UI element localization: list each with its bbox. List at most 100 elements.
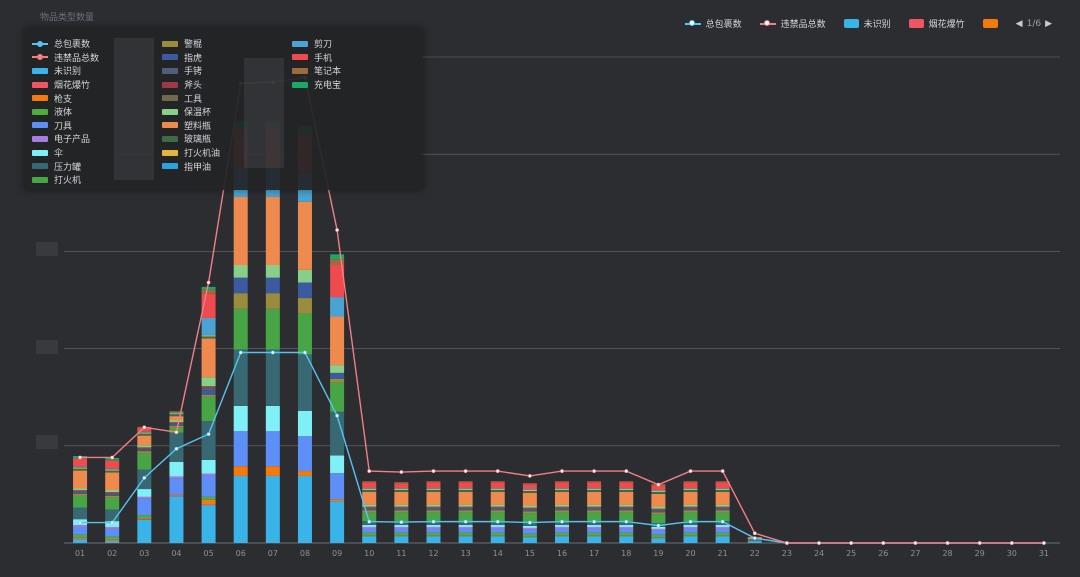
bar-segment[interactable] bbox=[683, 482, 698, 489]
bar-segment[interactable] bbox=[522, 511, 537, 514]
line-point[interactable] bbox=[527, 474, 532, 478]
top-legend-item[interactable]: 烟花爆竹 bbox=[908, 17, 965, 30]
bar-segment[interactable] bbox=[394, 532, 409, 536]
bar-segment[interactable] bbox=[169, 424, 184, 426]
bar-segment[interactable] bbox=[522, 508, 537, 510]
bar-segment[interactable] bbox=[233, 265, 248, 278]
bar-segment[interactable] bbox=[522, 513, 537, 523]
line-point[interactable] bbox=[688, 519, 693, 524]
line-point[interactable] bbox=[656, 523, 661, 528]
bar-segment[interactable] bbox=[715, 504, 730, 507]
bar-segment[interactable] bbox=[555, 489, 569, 491]
bar-segment[interactable] bbox=[490, 536, 505, 543]
bar-segment[interactable] bbox=[587, 488, 602, 490]
bar-segment[interactable] bbox=[265, 475, 280, 543]
bar-segment[interactable] bbox=[619, 507, 634, 509]
bar-segment[interactable] bbox=[169, 412, 184, 414]
bar-segment[interactable] bbox=[137, 515, 152, 519]
bar-segment[interactable] bbox=[394, 525, 409, 527]
legend-panel-item[interactable]: 斧头 bbox=[162, 78, 292, 92]
bar-segment[interactable] bbox=[362, 508, 377, 510]
bar-segment[interactable] bbox=[651, 528, 666, 531]
bar-segment[interactable] bbox=[490, 506, 505, 508]
bar-segment[interactable] bbox=[715, 489, 730, 491]
bar-segment[interactable] bbox=[651, 526, 666, 529]
bar-segment[interactable] bbox=[715, 510, 730, 513]
bar-segment[interactable] bbox=[683, 536, 698, 543]
bar-segment[interactable] bbox=[265, 466, 280, 476]
bar-segment[interactable] bbox=[297, 282, 312, 299]
line-point[interactable] bbox=[335, 228, 339, 232]
bar-segment[interactable] bbox=[169, 476, 184, 479]
legend-panel-item[interactable]: 枪支 bbox=[32, 91, 162, 105]
bar-segment[interactable] bbox=[330, 455, 345, 474]
line-point[interactable] bbox=[560, 469, 564, 473]
bar-segment[interactable] bbox=[490, 508, 505, 510]
bar-segment[interactable] bbox=[105, 468, 120, 470]
bar-segment[interactable] bbox=[394, 489, 409, 491]
line-point[interactable] bbox=[592, 519, 597, 524]
bar-segment[interactable] bbox=[73, 525, 88, 527]
legend-next-icon[interactable]: ▶ bbox=[1045, 18, 1052, 29]
bar-segment[interactable] bbox=[555, 504, 569, 507]
bar-segment[interactable] bbox=[587, 535, 602, 537]
bar-segment[interactable] bbox=[137, 433, 152, 436]
bar-segment[interactable] bbox=[555, 509, 569, 511]
bar-segment[interactable] bbox=[683, 512, 698, 522]
bar-segment[interactable] bbox=[137, 448, 152, 450]
bar-segment[interactable] bbox=[458, 491, 473, 505]
bar-segment[interactable] bbox=[715, 512, 730, 522]
bar-segment[interactable] bbox=[73, 490, 88, 492]
line-point[interactable] bbox=[913, 541, 918, 545]
bar-segment[interactable] bbox=[297, 436, 312, 472]
bar-segment[interactable] bbox=[426, 506, 441, 508]
bar-segment[interactable] bbox=[619, 528, 634, 533]
legend-panel-item[interactable]: 液体 bbox=[32, 105, 162, 119]
bar-segment[interactable] bbox=[201, 504, 216, 506]
bar-segment[interactable] bbox=[73, 490, 88, 491]
bar-segment[interactable] bbox=[458, 488, 473, 490]
bar-segment[interactable] bbox=[105, 528, 120, 537]
bar-segment[interactable] bbox=[683, 528, 698, 533]
bar-segment[interactable] bbox=[105, 470, 120, 473]
legend-panel-item[interactable]: 未识别 bbox=[32, 64, 162, 78]
bar-segment[interactable] bbox=[105, 495, 120, 498]
bar-segment[interactable] bbox=[426, 512, 441, 522]
bar-segment[interactable] bbox=[137, 435, 152, 446]
bar-segment[interactable] bbox=[137, 518, 152, 520]
bar-segment[interactable] bbox=[555, 535, 569, 537]
line-point[interactable] bbox=[431, 469, 436, 473]
bar-segment[interactable] bbox=[201, 338, 216, 378]
bar-segment[interactable] bbox=[137, 519, 152, 543]
bar-segment[interactable] bbox=[297, 475, 312, 543]
bar-segment[interactable] bbox=[587, 481, 602, 483]
legend-panel-item[interactable]: 伞 bbox=[32, 146, 162, 160]
bar-segment[interactable] bbox=[169, 461, 184, 477]
line-point[interactable] bbox=[752, 531, 757, 536]
line-point[interactable] bbox=[656, 482, 661, 487]
bar-segment[interactable] bbox=[73, 492, 88, 494]
bar-segment[interactable] bbox=[490, 528, 505, 533]
line-point[interactable] bbox=[1009, 541, 1014, 545]
bar-segment[interactable] bbox=[426, 510, 441, 513]
line-point[interactable] bbox=[785, 541, 789, 545]
bar-segment[interactable] bbox=[169, 495, 184, 497]
bar-segment[interactable] bbox=[297, 298, 312, 314]
line-point[interactable] bbox=[399, 470, 404, 474]
line-point[interactable] bbox=[78, 520, 82, 525]
bar-segment[interactable] bbox=[587, 532, 602, 536]
bar-segment[interactable] bbox=[683, 535, 698, 537]
bar-segment[interactable] bbox=[651, 493, 666, 507]
bar-segment[interactable] bbox=[137, 445, 152, 448]
bar-segment[interactable] bbox=[394, 510, 409, 513]
bar-segment[interactable] bbox=[458, 490, 473, 492]
bar-segment[interactable] bbox=[362, 528, 377, 533]
legend-panel-item[interactable]: 打火机油 bbox=[162, 146, 292, 160]
bar-segment[interactable] bbox=[458, 504, 473, 507]
bar-segment[interactable] bbox=[426, 509, 441, 511]
bar-segment[interactable] bbox=[555, 482, 569, 489]
bar-segment[interactable] bbox=[73, 526, 88, 535]
bar-segment[interactable] bbox=[105, 492, 120, 494]
bar-segment[interactable] bbox=[297, 313, 312, 355]
bar-segment[interactable] bbox=[330, 254, 345, 260]
